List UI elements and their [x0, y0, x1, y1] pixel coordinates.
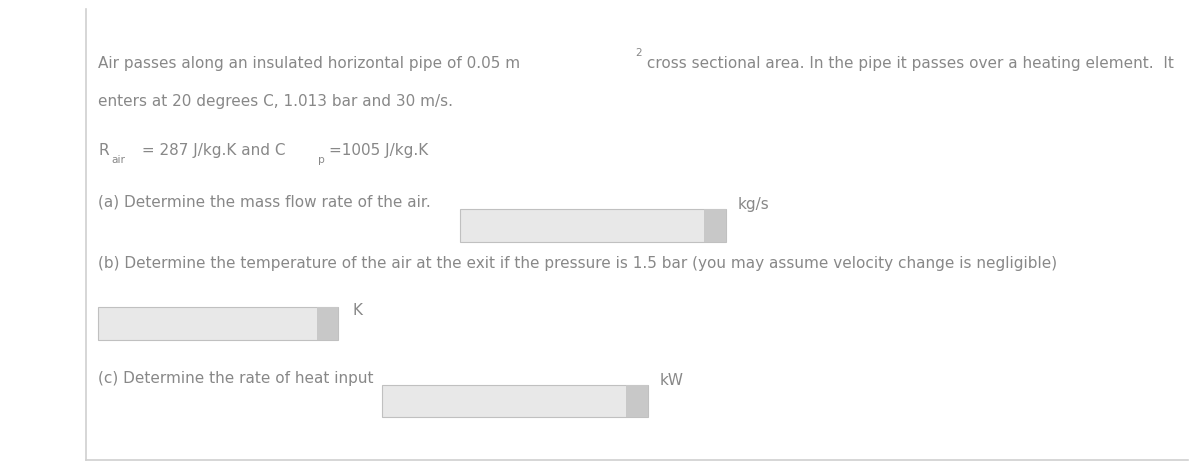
Text: [ Select ]: [ Select ]: [108, 315, 168, 328]
Text: cross sectional area. In the pipe it passes over a heating element.  It: cross sectional area. In the pipe it pas…: [642, 56, 1174, 71]
Text: K: K: [353, 303, 362, 318]
Text: ▼: ▼: [319, 318, 325, 327]
Text: air: air: [112, 155, 125, 165]
Text: R: R: [98, 143, 109, 158]
Text: Air passes along an insulated horizontal pipe of 0.05 m: Air passes along an insulated horizontal…: [98, 56, 521, 71]
Text: (a) Determine the mass flow rate of the air.: (a) Determine the mass flow rate of the …: [98, 195, 431, 210]
Text: enters at 20 degrees C, 1.013 bar and 30 m/s.: enters at 20 degrees C, 1.013 bar and 30…: [98, 94, 454, 109]
Text: kW: kW: [660, 373, 684, 388]
Text: 2: 2: [636, 48, 642, 58]
Text: = 287 J/kg.K and C: = 287 J/kg.K and C: [137, 143, 286, 158]
Text: [ Select ]: [ Select ]: [391, 392, 451, 405]
Text: =1005 J/kg.K: =1005 J/kg.K: [329, 143, 428, 158]
Text: (c) Determine the rate of heat input: (c) Determine the rate of heat input: [98, 371, 374, 386]
Text: ▼: ▼: [707, 219, 713, 228]
Text: [ Select ]: [ Select ]: [469, 216, 529, 229]
Text: (b) Determine the temperature of the air at the exit if the pressure is 1.5 bar : (b) Determine the temperature of the air…: [98, 256, 1057, 271]
Text: p: p: [318, 155, 325, 165]
Text: ▼: ▼: [629, 395, 635, 404]
Text: kg/s: kg/s: [738, 197, 769, 212]
